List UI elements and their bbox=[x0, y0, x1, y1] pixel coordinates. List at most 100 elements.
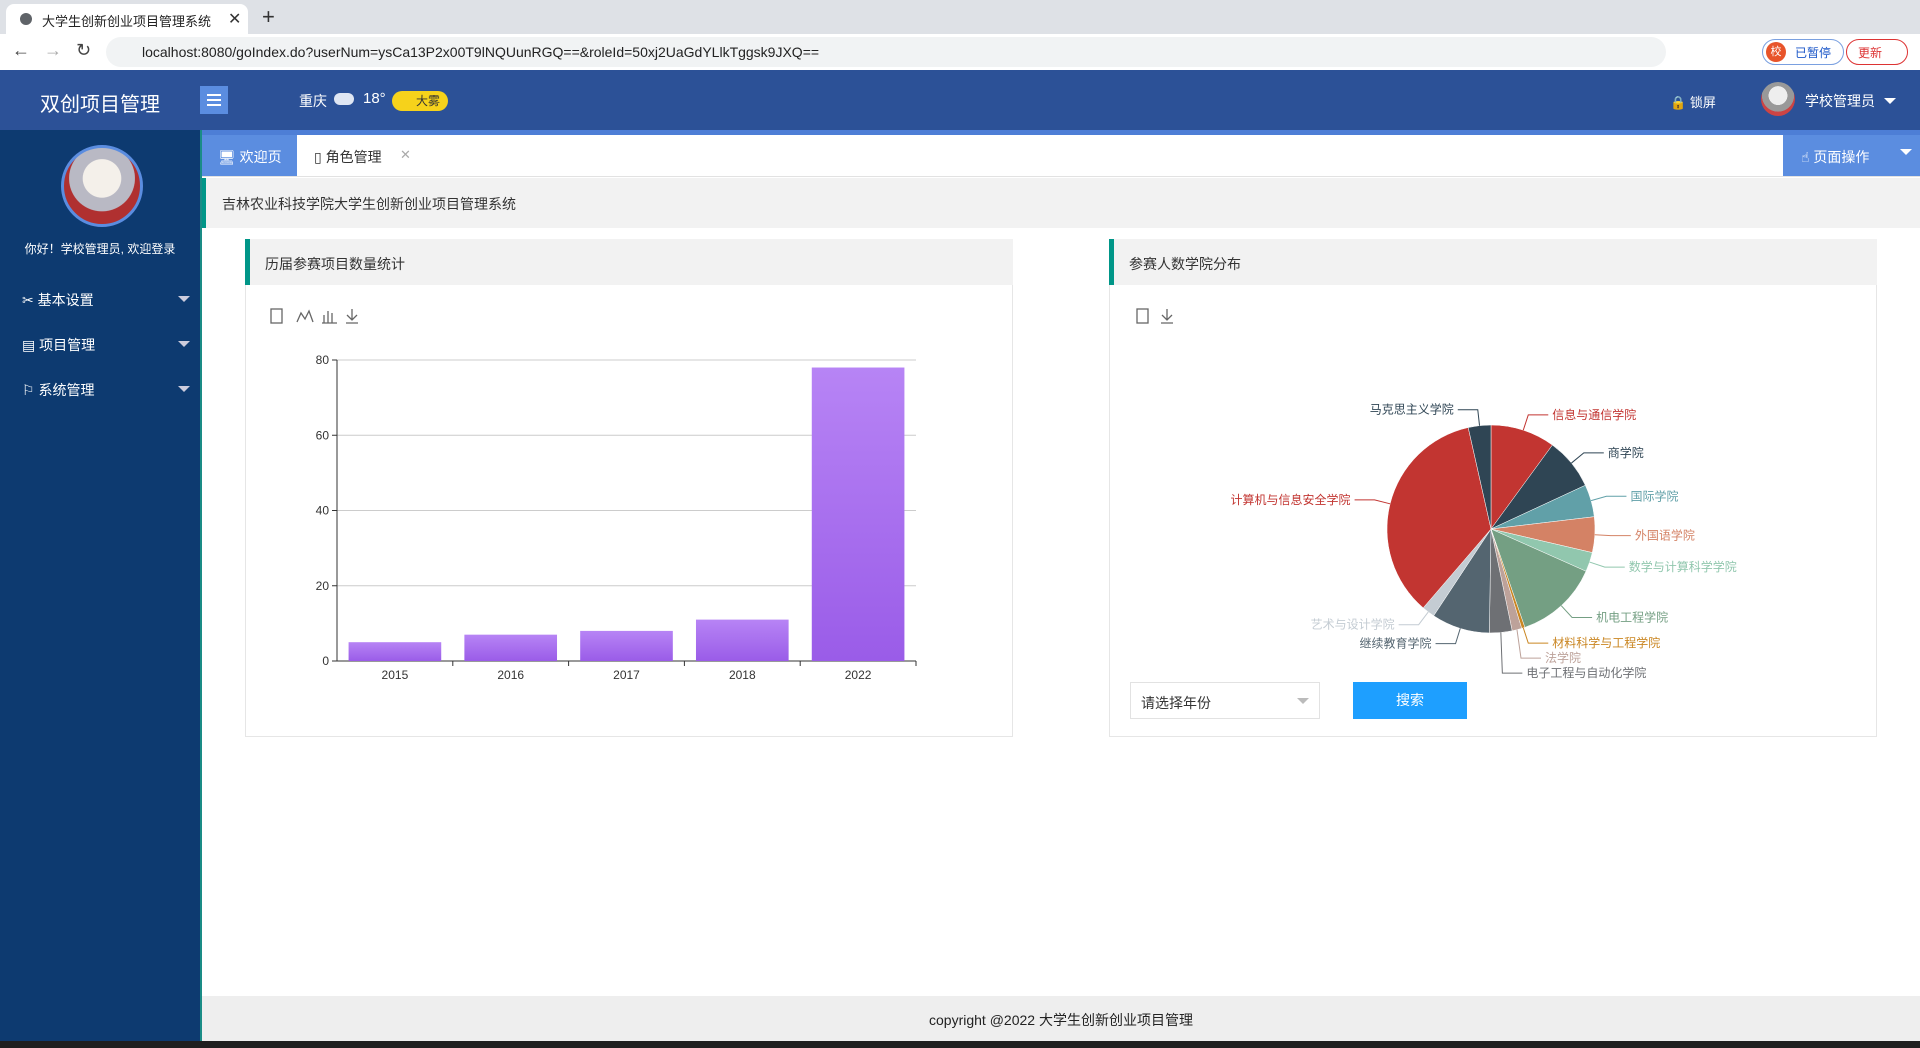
menu-label: ⚐ 系统管理 bbox=[22, 382, 95, 398]
label-line bbox=[1589, 561, 1625, 568]
slice-label: 计算机与信息安全学院 bbox=[1231, 492, 1351, 507]
label-line bbox=[1516, 629, 1541, 659]
new-tab[interactable]: + bbox=[262, 4, 275, 29]
forward[interactable]: → bbox=[44, 40, 62, 60]
actions-text: 页面操作 bbox=[1813, 149, 1870, 165]
label-line bbox=[1560, 605, 1593, 618]
actions-label: ☝ 页面操作 bbox=[1801, 149, 1870, 165]
actions-caret bbox=[1900, 149, 1912, 161]
slice-label: 数学与计算科学学院 bbox=[1629, 559, 1737, 574]
hamburger bbox=[207, 94, 221, 96]
tab-label: 🖥 欢迎页 bbox=[218, 149, 282, 165]
browser-tab[interactable]: 大学生创新创业项目管理系统 ✕ bbox=[6, 4, 248, 34]
data-view-icon[interactable] bbox=[1136, 308, 1149, 324]
slice-label: 信息与通信学院 bbox=[1552, 407, 1636, 422]
tab-text: 欢迎页 bbox=[239, 149, 282, 165]
tab-bar: 🖥 欢迎页 ▯ 角色管理 ✕ ☝ 页面操作 bbox=[202, 135, 1920, 177]
x-tick-label: 2018 bbox=[729, 668, 756, 682]
search-button[interactable]: 搜索 bbox=[1353, 682, 1467, 719]
toolbox bbox=[1136, 308, 1173, 324]
label-line bbox=[1571, 452, 1604, 464]
panel: 历届参赛项目数量统计 bbox=[245, 239, 1013, 737]
line-icon[interactable] bbox=[296, 309, 314, 323]
select-placeholder: 请选择年份 bbox=[1141, 695, 1211, 711]
label-line bbox=[1457, 409, 1481, 426]
bar bbox=[464, 634, 558, 661]
save-icon[interactable] bbox=[1161, 309, 1173, 324]
menu-caret bbox=[178, 296, 190, 308]
x-tick-label: 2016 bbox=[497, 668, 524, 682]
user-name[interactable]: 学校管理员 bbox=[1805, 93, 1875, 109]
menu-text: 基本设置 bbox=[37, 292, 94, 308]
greeting: 你好！学校管理员, 欢迎登录 bbox=[24, 242, 176, 256]
save-icon[interactable] bbox=[346, 309, 358, 324]
x-tick-label: 2022 bbox=[845, 668, 872, 682]
slice-label: 国际学院 bbox=[1630, 488, 1678, 503]
x-tick-label: 2017 bbox=[613, 668, 640, 682]
bar-icon[interactable] bbox=[322, 311, 337, 324]
panel-title: 参赛人数学院分布 bbox=[1129, 256, 1241, 272]
avatar bbox=[61, 145, 143, 227]
lock-label: 锁屏 bbox=[1689, 95, 1716, 110]
sidebar: 你好！学校管理员, 欢迎登录 ✂ 基本设置 ▤ 项目管理 ⚐ 系统管理 bbox=[0, 130, 202, 1041]
tab-strip bbox=[0, 0, 1920, 34]
tab-close[interactable]: ✕ bbox=[400, 147, 411, 162]
pie-slice bbox=[1490, 528, 1587, 628]
slice-label: 商学院 bbox=[1608, 445, 1644, 460]
slice-label: 继续教育学院 bbox=[1360, 636, 1432, 651]
tab[interactable]: ▯ 角色管理 ✕ bbox=[312, 135, 422, 176]
menu-label: ▤ 项目管理 bbox=[22, 337, 96, 353]
y-tick-label: 0 bbox=[322, 654, 329, 668]
profile-chip[interactable]: 校 已暂停 bbox=[1762, 39, 1844, 65]
label-line bbox=[1435, 628, 1461, 645]
footer-text: copyright @2022 大学生创新创业项目管理 bbox=[929, 1012, 1193, 1028]
lock-screen[interactable]: 🔒 锁屏 bbox=[1670, 95, 1716, 110]
label-line bbox=[1594, 534, 1631, 537]
footer: copyright @2022 大学生创新创业项目管理 bbox=[202, 996, 1920, 1041]
panel-header: 参赛人数学院分布 bbox=[1109, 239, 1877, 285]
menu-item[interactable]: ⚐ 系统管理 bbox=[0, 368, 200, 408]
slice-label: 法学院 bbox=[1545, 650, 1581, 665]
banner: 吉林农业科技学院大学生创新创业项目管理系统 bbox=[202, 178, 1920, 228]
header-strip bbox=[200, 130, 1920, 135]
bar bbox=[348, 642, 442, 661]
slice-label: 电子工程与自动化学院 bbox=[1526, 665, 1646, 680]
bar bbox=[811, 367, 905, 661]
city: 重庆 bbox=[299, 93, 327, 109]
update-chip[interactable]: 更新 bbox=[1846, 39, 1908, 65]
menu-item[interactable]: ✂ 基本设置 bbox=[0, 278, 200, 318]
y-tick-label: 60 bbox=[316, 428, 330, 442]
year-select[interactable]: 请选择年份 bbox=[1130, 682, 1320, 719]
user-avatar[interactable] bbox=[1761, 82, 1795, 116]
data-view-icon[interactable] bbox=[270, 308, 283, 324]
slice-label: 材料科学与工程学院 bbox=[1552, 635, 1660, 650]
omnibox[interactable]: localhost:8080/goIndex.do?userNum=ysCa13… bbox=[106, 37, 1666, 67]
page-actions[interactable]: ☝ 页面操作 bbox=[1783, 135, 1920, 176]
menu-text: 系统管理 bbox=[38, 382, 95, 398]
menu-caret bbox=[178, 341, 190, 353]
slice-label: 艺术与设计学院 bbox=[1311, 617, 1395, 632]
profile-badge: 校 bbox=[1766, 42, 1786, 62]
label-line bbox=[1398, 611, 1429, 626]
url: localhost:8080/goIndex.do?userNum=ysCa13… bbox=[142, 44, 820, 60]
menu-toggle[interactable] bbox=[200, 86, 228, 114]
label-line bbox=[1500, 632, 1523, 674]
menu-item[interactable]: ▤ 项目管理 bbox=[0, 323, 200, 363]
tab-title: 大学生创新创业项目管理系统 bbox=[42, 14, 212, 29]
address-row: ← → ↻ localhost:8080/goIndex.do?userNum=… bbox=[0, 34, 1920, 71]
menu-caret bbox=[178, 386, 190, 398]
tab-label: ▯ 角色管理 bbox=[314, 149, 382, 165]
x-tick-label: 2015 bbox=[382, 668, 409, 682]
slice-label: 马克思主义学院 bbox=[1370, 402, 1454, 417]
pie-chart: 信息与通信学院商学院国际学院外国语学院数学与计算科学学院机电工程学院材料科学与工… bbox=[1136, 308, 1737, 680]
panel-header: 历届参赛项目数量统计 bbox=[245, 239, 1013, 285]
back[interactable]: ← bbox=[12, 40, 30, 60]
reload[interactable]: ↻ bbox=[76, 40, 92, 60]
slice-label: 外国语学院 bbox=[1635, 528, 1695, 543]
bar bbox=[695, 619, 789, 661]
label-line bbox=[1522, 627, 1549, 644]
tab-active[interactable]: 🖥 欢迎页 bbox=[202, 135, 297, 176]
tab-close[interactable]: ✕ bbox=[228, 11, 242, 28]
menu-label: ✂ 基本设置 bbox=[22, 292, 94, 308]
bar bbox=[580, 630, 673, 661]
